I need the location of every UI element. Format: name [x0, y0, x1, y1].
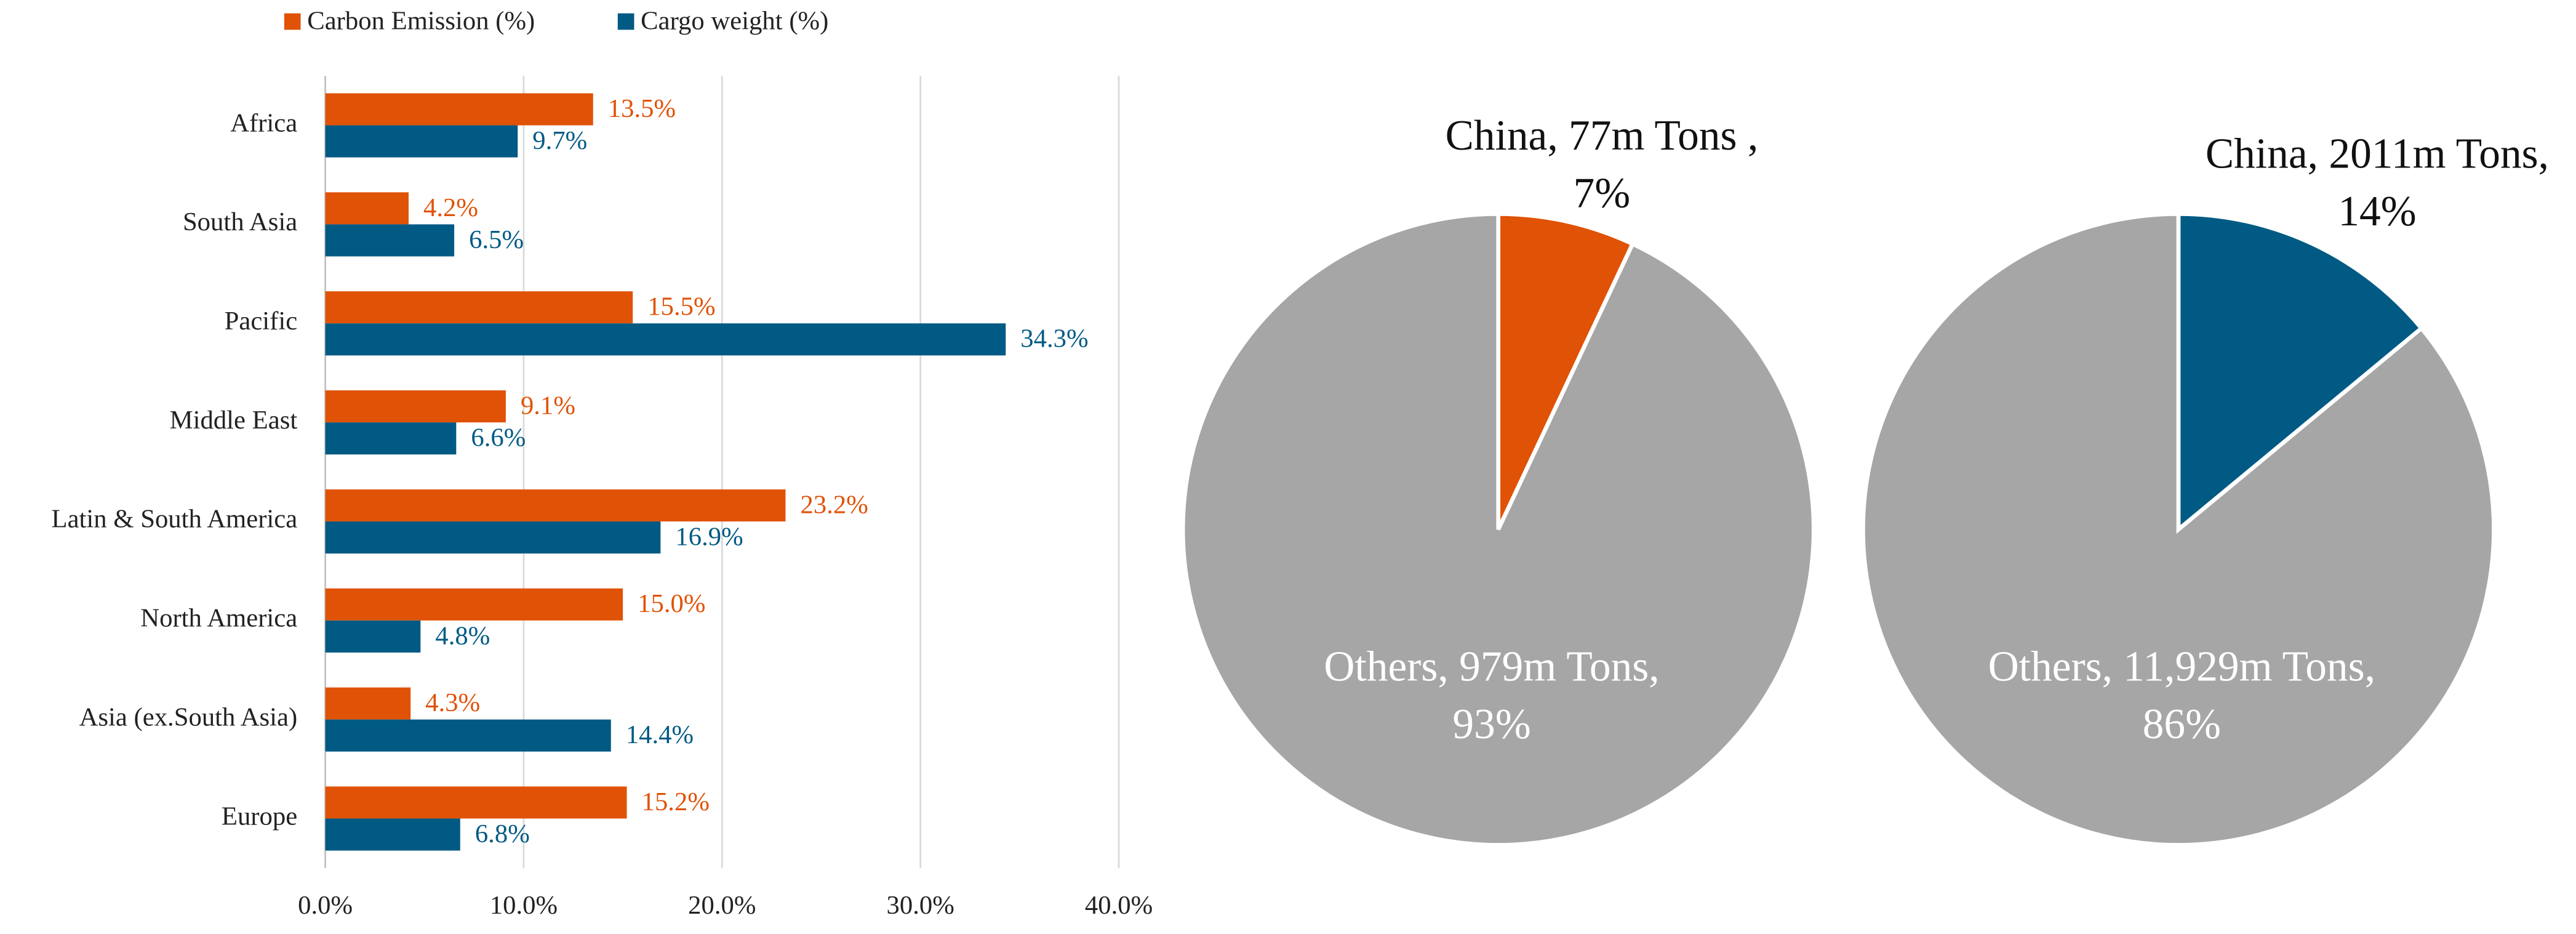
bar [325, 687, 411, 720]
legend-label: Cargo weight (%) [641, 6, 828, 35]
bar [325, 422, 457, 455]
legend-label: Carbon Emission (%) [307, 6, 535, 35]
x-tick-label: 30.0% [887, 891, 954, 920]
bar [325, 489, 786, 521]
data-label: 4.3% [425, 688, 480, 717]
bar [325, 818, 460, 851]
bar [325, 588, 623, 621]
bar [325, 521, 661, 554]
y-tick-label: Europe [222, 802, 297, 831]
data-label: 14.4% [626, 720, 694, 749]
bar [325, 786, 627, 819]
legend-swatch [284, 13, 301, 30]
data-label: 9.1% [521, 392, 575, 421]
y-tick-label: Latin & South America [52, 505, 298, 534]
x-tick-label: 20.0% [688, 891, 756, 920]
data-label: 6.8% [475, 819, 530, 848]
y-tick-label: South Asia [183, 207, 297, 236]
data-label: 16.9% [675, 522, 743, 551]
data-label: 15.5% [647, 292, 715, 321]
data-label: 34.3% [1020, 324, 1088, 353]
y-tick-label: Pacific [225, 307, 298, 336]
data-label: 13.5% [608, 94, 676, 123]
bar [325, 224, 455, 257]
slice-label: China, 2011m Tons, 14% [2206, 131, 2549, 235]
data-label: 4.8% [435, 621, 490, 650]
y-tick-label: Asia (ex.South Asia) [79, 703, 298, 731]
y-tick-label: Africa [230, 108, 297, 137]
slice-label: China, 77m Tons , 7% [1446, 112, 1759, 217]
pie-slice [1180, 212, 1816, 847]
y-tick-label: Middle East [170, 406, 298, 435]
x-tick-label: 10.0% [490, 891, 558, 920]
data-label: 6.6% [471, 424, 526, 453]
pie-slice [2176, 212, 2425, 534]
bar [325, 390, 506, 423]
data-label: 9.7% [532, 126, 587, 155]
x-tick-label: 0.0% [298, 891, 353, 920]
y-tick-label: North America [140, 604, 297, 633]
slice-label: Others, 979m Tons, 93% [1324, 643, 1659, 747]
bar [325, 192, 409, 225]
pie-slice [1496, 212, 1636, 531]
data-label: 15.0% [638, 589, 705, 618]
bar [325, 620, 421, 653]
pie-slice [1861, 212, 2496, 847]
bar [325, 93, 593, 126]
bar [325, 323, 1006, 356]
slice-label: Others, 11,929m Tons, 86% [1988, 643, 2375, 747]
data-label: 23.2% [800, 490, 868, 519]
bar [325, 291, 633, 324]
data-label: 6.5% [469, 225, 524, 254]
data-label: 4.2% [423, 193, 478, 222]
x-tick-label: 40.0% [1085, 891, 1153, 920]
bar [325, 719, 611, 752]
bar [325, 125, 518, 158]
legend-swatch [617, 13, 634, 30]
data-label: 15.2% [642, 787, 710, 816]
